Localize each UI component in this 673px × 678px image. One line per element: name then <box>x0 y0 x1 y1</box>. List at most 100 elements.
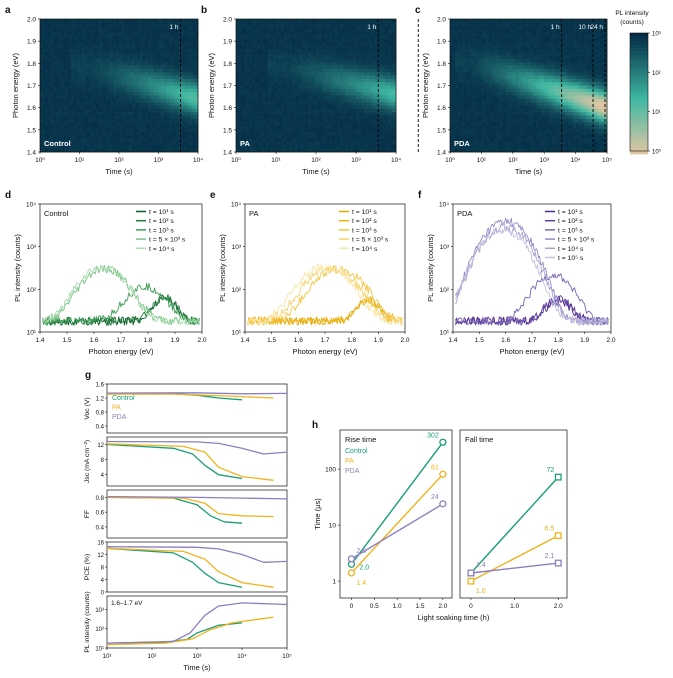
heatmap-cell <box>329 75 333 80</box>
heatmap-cell <box>313 28 317 33</box>
heatmap-cell <box>187 72 191 76</box>
heatmap-cell <box>356 148 359 153</box>
heatmap-cell <box>74 122 78 126</box>
heatmap-cell <box>145 58 149 63</box>
heatmap-cell <box>332 132 335 136</box>
heatmap-cell <box>134 128 138 133</box>
heatmap-cell <box>195 75 199 80</box>
heatmap-cell <box>342 68 346 73</box>
heatmap-cell <box>55 102 59 106</box>
heatmap-cell <box>40 52 43 56</box>
heatmap-cell <box>321 35 325 40</box>
heatmap-cell <box>276 65 279 70</box>
heatmap-cell <box>134 68 138 73</box>
heatmap-cell <box>79 35 83 40</box>
heatmap-cell <box>166 75 170 80</box>
heatmap-cell <box>61 102 64 106</box>
heatmap-cell <box>340 102 343 106</box>
heatmap-cell <box>40 25 43 30</box>
heatmap-cell <box>361 28 365 33</box>
heatmap-cell <box>390 48 394 53</box>
heatmap-cell <box>182 112 186 116</box>
heatmap-cell <box>337 95 341 100</box>
heatmap-cell <box>45 118 49 123</box>
heatmap-cell <box>92 92 96 96</box>
heatmap-cell <box>126 25 130 30</box>
heatmap-cell <box>163 148 167 153</box>
heatmap-cell <box>305 85 309 90</box>
heatmap-cell <box>161 115 165 120</box>
heatmap-cell <box>126 75 130 80</box>
heatmap-cell <box>113 72 117 76</box>
heatmap-cell <box>324 98 327 103</box>
heatmap-cell <box>158 98 162 103</box>
heatmap-cell <box>53 92 57 96</box>
heatmap-cell <box>50 72 54 76</box>
heatmap-cell <box>252 105 255 110</box>
heatmap-cell <box>377 102 381 106</box>
heatmap-cell <box>153 135 157 140</box>
heatmap-cell <box>244 65 247 70</box>
heatmap-cell <box>268 78 271 83</box>
heatmap-cell <box>161 145 165 149</box>
heatmap-cell <box>268 88 271 93</box>
heatmap-cell <box>260 35 263 40</box>
heatmap-cell <box>76 19 80 23</box>
heatmap-cell <box>276 82 279 86</box>
heatmap-cell <box>132 95 136 100</box>
heatmap-cell <box>169 78 172 83</box>
heatmap-cell <box>53 48 57 53</box>
heatmap-cell <box>163 38 167 43</box>
heatmap-cell <box>244 115 247 120</box>
heatmap-cell <box>452 128 456 133</box>
heatmap-cell <box>252 72 255 76</box>
heatmap-cell <box>238 58 242 63</box>
heatmap-cell <box>176 28 180 33</box>
heatmap-cell <box>113 105 117 110</box>
heatmap-cell <box>108 32 112 36</box>
heatmap-cell <box>337 85 341 90</box>
heatmap-cell <box>254 115 258 120</box>
heatmap-cell <box>252 85 255 90</box>
heatmap-cell <box>190 72 194 76</box>
heatmap-cell <box>345 68 349 73</box>
heatmap-cell <box>313 38 317 43</box>
heatmap-cell <box>103 105 107 110</box>
heatmap-cell <box>294 82 298 86</box>
heatmap-cell <box>292 102 295 106</box>
heatmap-cell <box>161 122 165 126</box>
heatmap-cell <box>129 118 133 123</box>
heatmap-cell <box>63 72 67 76</box>
heatmap-cell <box>281 19 285 23</box>
heatmap-cell <box>273 148 277 153</box>
heatmap-cell <box>369 82 373 86</box>
heatmap-cell <box>58 145 62 149</box>
heatmap-cell <box>79 65 83 70</box>
heatmap-cell <box>92 105 96 110</box>
heatmap-cell <box>192 98 196 103</box>
heatmap-cell <box>382 128 386 133</box>
heatmap-cell <box>119 68 122 73</box>
heatmap-cell <box>137 78 141 83</box>
heatmap-cell <box>260 148 263 153</box>
heatmap-cell <box>95 48 99 53</box>
heatmap-cell <box>316 48 319 53</box>
heatmap-cell <box>350 135 354 140</box>
heatmap-cell <box>68 72 72 76</box>
heatmap-cell <box>97 132 101 136</box>
heatmap-cell <box>171 65 175 70</box>
heatmap-cell <box>452 142 456 146</box>
heatmap-cell <box>132 105 136 110</box>
heatmap-cell <box>337 115 341 120</box>
heatmap-cell <box>342 135 346 140</box>
heatmap-cell <box>318 148 322 153</box>
heatmap-cell <box>40 42 43 46</box>
heatmap-cell <box>171 75 175 80</box>
heatmap-cell <box>53 72 57 76</box>
heatmap-cell <box>76 112 80 116</box>
heatmap-cell <box>260 105 263 110</box>
heatmap-cell <box>74 118 78 123</box>
heatmap-cell <box>53 122 57 126</box>
heatmap-cell <box>92 22 96 26</box>
heatmap-cell <box>380 35 383 40</box>
